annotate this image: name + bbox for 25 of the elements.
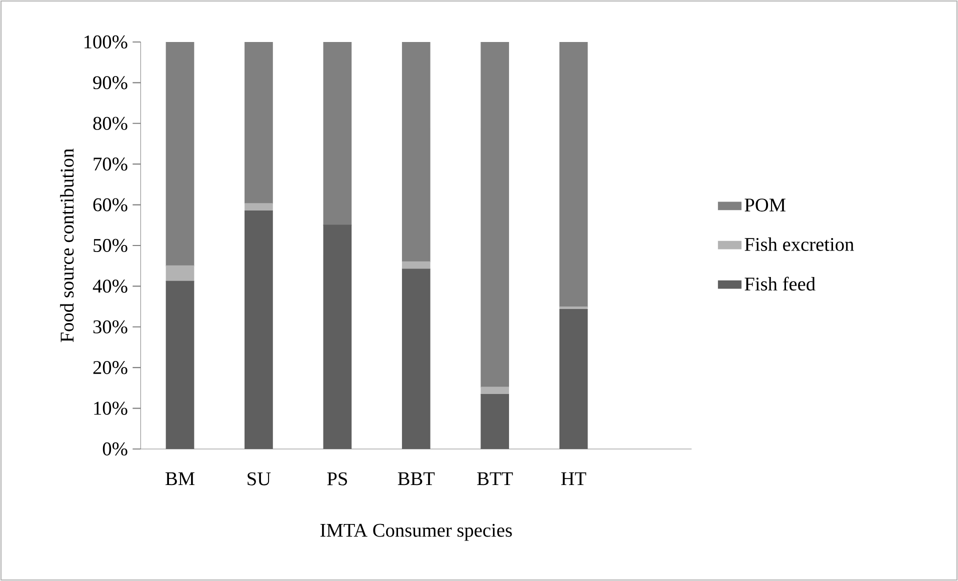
x-tick-label: BTT bbox=[477, 472, 513, 486]
legend-label: POM bbox=[744, 198, 786, 212]
y-tick-label: 90% bbox=[93, 76, 128, 90]
y-tick-label: 70% bbox=[94, 158, 128, 171]
y-axis-title: Food source contribution bbox=[60, 148, 74, 342]
x-tick-label: BM bbox=[166, 472, 194, 486]
bar bbox=[480, 386, 510, 395]
y-tick-label: 100% bbox=[84, 35, 128, 49]
legend-label: Fish feed bbox=[744, 276, 816, 291]
y-tick-label: 10% bbox=[94, 402, 128, 415]
x-axis-title: IMTA Consumer species bbox=[320, 524, 512, 541]
x-tick-label: BBT bbox=[398, 472, 435, 486]
y-tick-label: 20% bbox=[93, 361, 128, 374]
y-tick-label: 30% bbox=[93, 320, 128, 334]
y-tick-label: 60% bbox=[93, 198, 128, 212]
x-tick-label: HT bbox=[561, 472, 586, 486]
x-tick-label: SU bbox=[248, 472, 271, 486]
y-tick-label: 40% bbox=[92, 280, 128, 293]
bar bbox=[244, 203, 273, 212]
y-tick-label: 0% bbox=[102, 442, 128, 456]
y-tick-label: 80% bbox=[93, 116, 128, 130]
x-tick-label: PS bbox=[327, 472, 347, 486]
y-tick-label: 50% bbox=[94, 238, 128, 252]
bar bbox=[166, 265, 194, 282]
legend-label: Fish excretion bbox=[744, 237, 854, 251]
